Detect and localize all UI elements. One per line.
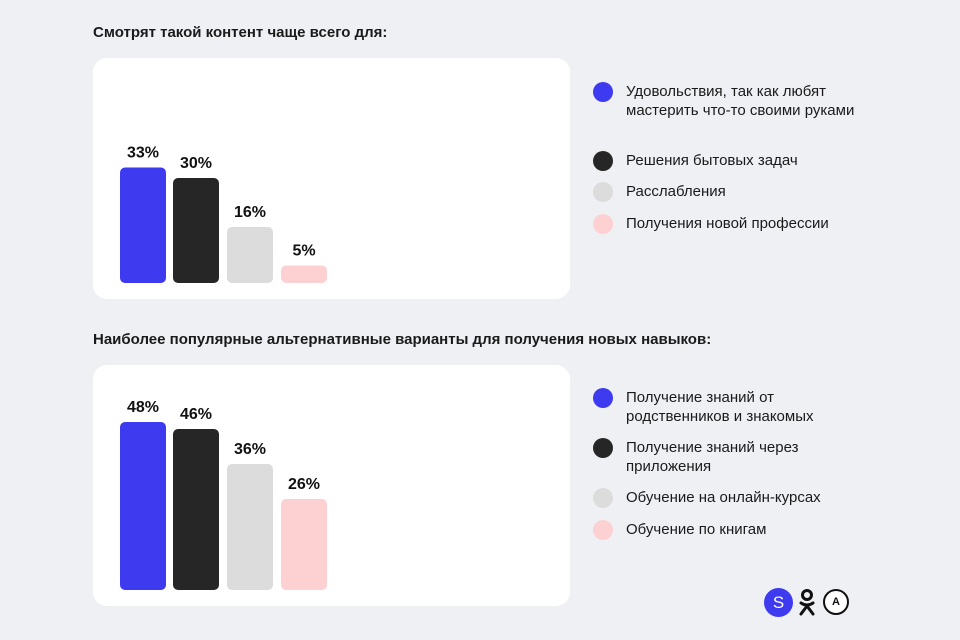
bar-2 [173, 178, 219, 283]
s-logo-icon: S [764, 587, 793, 617]
bar-3 [227, 227, 273, 283]
bar-1 [120, 422, 166, 590]
bar-value-label: 33% [127, 145, 159, 162]
legend-item: Обучение по книгам [593, 520, 866, 540]
bar-value-label: 26% [288, 476, 320, 493]
bar-value-label: 48% [127, 399, 159, 416]
legend-item: Получение знаний от родственников и знак… [593, 388, 866, 426]
chart-2-plot: 48% 46% 36% 26% [120, 399, 327, 590]
legend-item: Удовольствия, так как любят мастерить чт… [593, 82, 866, 120]
bar-value-label: 46% [180, 406, 212, 423]
chart-2-card: 48% 46% 36% 26% [93, 365, 570, 606]
legend-item: Обучение на онлайн-курсах [593, 488, 866, 508]
legend-item: Расслабления [593, 182, 866, 202]
bar-value-label: 36% [234, 441, 266, 458]
bar-value-label: 30% [180, 155, 212, 172]
legend-swatch [593, 182, 613, 202]
legend-label: Удовольствия, так как любят мастерить чт… [626, 83, 855, 119]
legend-label: Обучение по книгам [626, 521, 767, 538]
legend-label: Обучение на онлайн-курсах [626, 489, 821, 506]
legend-label: Получение знаний от родственников и знак… [626, 389, 814, 425]
bar-value-label: 5% [292, 243, 315, 260]
bar-value-label: 16% [234, 204, 266, 221]
legend-swatch [593, 388, 613, 408]
legend-swatch [593, 82, 613, 102]
legend-swatch [593, 438, 613, 458]
a-logo-icon: A [823, 589, 849, 615]
partner-logos: S A [764, 587, 849, 617]
bar-4 [281, 499, 327, 590]
legend-swatch [593, 520, 613, 540]
chart-2-title: Наиболее популярные альтернативные вариа… [93, 331, 712, 348]
bar-2 [173, 429, 219, 590]
legend-swatch [593, 214, 613, 234]
legend-label: Получение знаний через приложения [626, 439, 799, 475]
odnoklassniki-icon [799, 588, 815, 615]
legend-swatch [593, 151, 613, 171]
legend-label: Расслабления [626, 183, 726, 200]
chart-1-plot: 33% 30% 16% 5% [120, 145, 327, 283]
legend-item: Получения новой профессии [593, 214, 866, 234]
bar-3 [227, 464, 273, 590]
legend-item: Решения бытовых задач [593, 151, 866, 171]
chart-1-card: 33% 30% 16% 5% [93, 58, 570, 299]
legend-item: Получение знаний через приложения [593, 438, 866, 476]
legend-label: Решения бытовых задач [626, 152, 798, 169]
bar-4 [281, 265, 327, 283]
legend-swatch [593, 488, 613, 508]
chart-1-title: Смотрят такой контент чаще всего для: [93, 24, 388, 41]
bar-1 [120, 167, 166, 283]
legend-label: Получения новой профессии [626, 215, 829, 232]
